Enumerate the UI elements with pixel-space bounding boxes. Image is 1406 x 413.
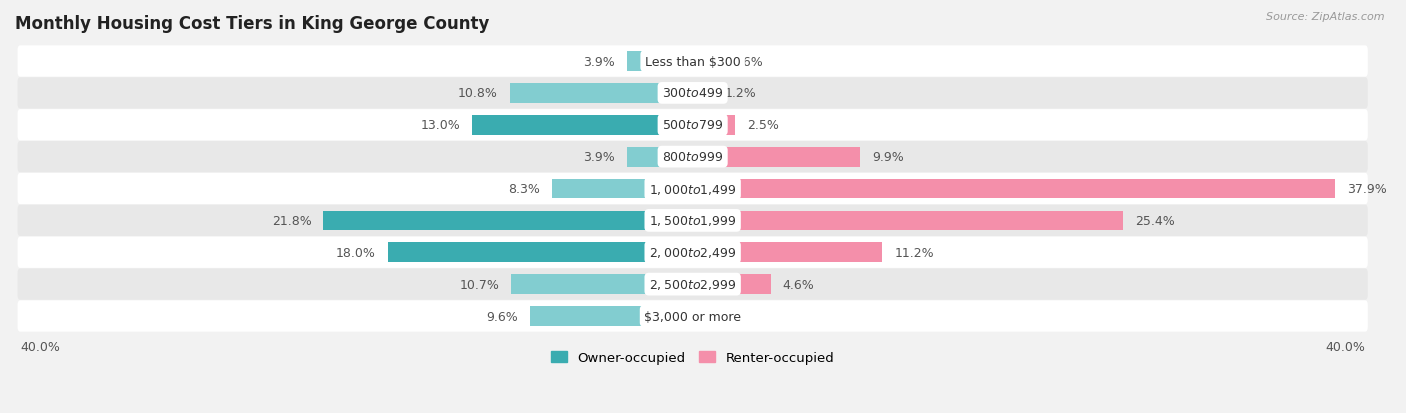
Text: $3,000 or more: $3,000 or more — [644, 310, 741, 323]
Text: 13.0%: 13.0% — [420, 119, 461, 132]
Bar — [388, 243, 693, 263]
Bar — [627, 147, 693, 167]
FancyBboxPatch shape — [17, 46, 1368, 78]
Bar — [553, 179, 693, 199]
FancyBboxPatch shape — [17, 301, 1368, 332]
Bar — [530, 306, 693, 326]
Text: 1.6%: 1.6% — [731, 55, 763, 68]
FancyBboxPatch shape — [17, 205, 1368, 237]
FancyBboxPatch shape — [17, 237, 1368, 268]
Text: 40.0%: 40.0% — [1326, 340, 1365, 353]
Text: 4.6%: 4.6% — [783, 278, 814, 291]
Text: Less than $300: Less than $300 — [645, 55, 741, 68]
FancyBboxPatch shape — [17, 110, 1368, 141]
Bar — [693, 116, 735, 135]
Text: 18.0%: 18.0% — [336, 246, 375, 259]
Text: 9.6%: 9.6% — [486, 310, 519, 323]
Bar — [512, 275, 693, 294]
Bar — [693, 306, 695, 326]
Text: $500 to $799: $500 to $799 — [662, 119, 723, 132]
Text: 10.7%: 10.7% — [460, 278, 499, 291]
Bar — [693, 147, 860, 167]
Text: 11.2%: 11.2% — [894, 246, 934, 259]
Text: 9.9%: 9.9% — [872, 151, 904, 164]
Text: 1.2%: 1.2% — [725, 87, 756, 100]
Text: $2,500 to $2,999: $2,500 to $2,999 — [648, 278, 737, 292]
Text: $800 to $999: $800 to $999 — [662, 151, 723, 164]
Text: 21.8%: 21.8% — [271, 214, 312, 227]
Text: $1,000 to $1,499: $1,000 to $1,499 — [648, 182, 737, 196]
Text: 3.9%: 3.9% — [583, 151, 614, 164]
Bar — [693, 179, 1334, 199]
Text: 2.5%: 2.5% — [747, 119, 779, 132]
Bar — [693, 211, 1123, 231]
Text: 10.8%: 10.8% — [458, 87, 498, 100]
Bar — [510, 84, 693, 104]
FancyBboxPatch shape — [17, 269, 1368, 300]
FancyBboxPatch shape — [17, 142, 1368, 173]
Text: 3.9%: 3.9% — [583, 55, 614, 68]
Text: $2,000 to $2,499: $2,000 to $2,499 — [648, 246, 737, 260]
Text: $1,500 to $1,999: $1,500 to $1,999 — [648, 214, 737, 228]
Text: $300 to $499: $300 to $499 — [662, 87, 723, 100]
Bar — [323, 211, 693, 231]
Bar — [627, 52, 693, 72]
Legend: Owner-occupied, Renter-occupied: Owner-occupied, Renter-occupied — [546, 346, 839, 370]
Text: Source: ZipAtlas.com: Source: ZipAtlas.com — [1267, 12, 1385, 22]
Text: 0.12%: 0.12% — [707, 310, 747, 323]
Text: 8.3%: 8.3% — [509, 183, 540, 195]
Bar — [693, 84, 713, 104]
Text: 25.4%: 25.4% — [1135, 214, 1174, 227]
Text: 40.0%: 40.0% — [20, 340, 60, 353]
Bar — [472, 116, 693, 135]
Bar — [693, 52, 720, 72]
FancyBboxPatch shape — [17, 173, 1368, 205]
Bar — [693, 243, 883, 263]
Text: 37.9%: 37.9% — [1347, 183, 1386, 195]
FancyBboxPatch shape — [17, 78, 1368, 109]
Text: Monthly Housing Cost Tiers in King George County: Monthly Housing Cost Tiers in King Georg… — [15, 15, 489, 33]
Bar — [693, 275, 770, 294]
